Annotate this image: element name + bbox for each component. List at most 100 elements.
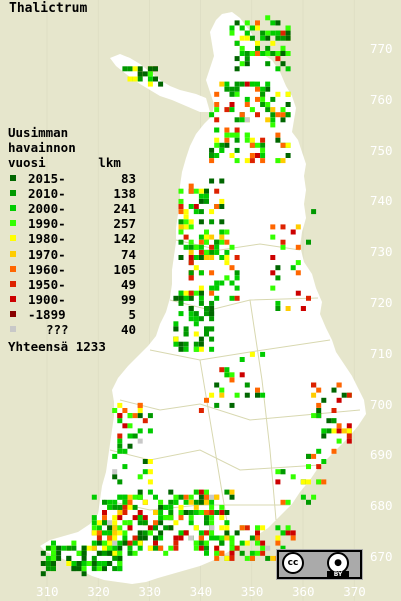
observation-square [209, 392, 215, 398]
observation-square [275, 56, 281, 62]
observation-square [265, 15, 271, 21]
observation-square [204, 510, 209, 515]
observation-square [219, 525, 225, 531]
cc-by-license-badge[interactable]: cc ● BY [276, 549, 363, 580]
observation-square [112, 520, 118, 526]
y-tick-label: 730 [370, 244, 393, 260]
observation-square [91, 525, 97, 531]
observation-square [255, 153, 260, 158]
observation-square [51, 545, 56, 551]
observation-square [234, 117, 240, 123]
observation-square [285, 142, 291, 148]
observation-square [260, 137, 266, 143]
observation-square [204, 311, 209, 317]
observation-square [107, 535, 113, 541]
observation-square [285, 66, 291, 72]
observation-square [178, 204, 184, 209]
observation-square [173, 535, 179, 541]
observation-square [173, 341, 179, 347]
observation-square [163, 525, 169, 531]
legend-year: 2000- [28, 200, 66, 216]
observation-square [127, 499, 133, 505]
observation-square [244, 137, 250, 143]
observation-square [229, 489, 235, 495]
observation-square [219, 535, 225, 541]
observation-square [96, 535, 102, 541]
observation-square [107, 545, 113, 551]
observation-square [255, 86, 260, 92]
observation-square [188, 239, 194, 245]
observation-square [260, 392, 266, 398]
observation-square [102, 561, 107, 566]
observation-square [244, 51, 250, 56]
observation-square [193, 316, 199, 322]
observation-square [158, 499, 164, 505]
observation-square [229, 295, 235, 301]
observation-square [265, 86, 271, 92]
observation-square [224, 520, 230, 526]
observation-square [204, 188, 209, 194]
observation-square [219, 540, 225, 546]
observation-square [265, 45, 271, 51]
observation-square [112, 550, 118, 556]
observation-square [112, 408, 118, 413]
observation-square [137, 402, 143, 408]
legend-count: 99 [120, 292, 136, 308]
observation-square [127, 520, 133, 526]
observation-square [102, 510, 107, 515]
observation-square [132, 550, 138, 556]
observation-square [204, 193, 209, 199]
observation-square [280, 51, 286, 56]
observation-square [255, 387, 260, 393]
observation-square [137, 408, 143, 413]
observation-square [239, 525, 245, 531]
observation-square [112, 469, 118, 475]
observation-square [295, 260, 301, 266]
observation-square [117, 448, 123, 454]
observation-square [280, 30, 286, 36]
observation-square [127, 443, 133, 449]
legend-count: 257 [113, 216, 136, 232]
observation-square [285, 51, 291, 56]
observation-square [255, 51, 260, 56]
observation-square [178, 510, 184, 515]
observation-square [137, 76, 143, 82]
observation-square [311, 392, 317, 398]
observation-square [204, 494, 209, 500]
observation-square [244, 158, 250, 164]
observation-square [219, 387, 225, 393]
observation-square [280, 499, 286, 505]
observation-square [280, 61, 286, 67]
observation-square [91, 561, 97, 566]
observation-square [193, 525, 199, 531]
observation-square [260, 158, 266, 164]
region-borders [103, 239, 361, 541]
observation-square [336, 382, 342, 388]
cc-icon: cc [282, 552, 304, 574]
observation-square [137, 510, 143, 515]
observation-square [122, 510, 128, 515]
observation-square [163, 504, 169, 510]
observation-square [331, 408, 337, 413]
observation-square [132, 413, 138, 419]
observation-square [239, 61, 245, 67]
observation-square [122, 535, 128, 541]
observation-square [280, 224, 286, 230]
observation-square [193, 265, 199, 271]
observation-square [346, 433, 352, 439]
observation-square [132, 515, 138, 521]
observation-square [229, 377, 235, 383]
observation-square [183, 346, 189, 352]
observation-square [229, 153, 235, 158]
observation-square [321, 479, 327, 485]
observation-square [204, 234, 209, 240]
observation-square [260, 51, 266, 56]
observation-square [204, 397, 209, 403]
legend-row: 1970- 74 [8, 247, 136, 262]
observation-square [209, 234, 215, 240]
observation-square [178, 188, 184, 194]
observation-square [280, 45, 286, 51]
observation-square [214, 127, 220, 133]
observation-square [142, 520, 148, 526]
legend-count: 105 [113, 261, 136, 277]
